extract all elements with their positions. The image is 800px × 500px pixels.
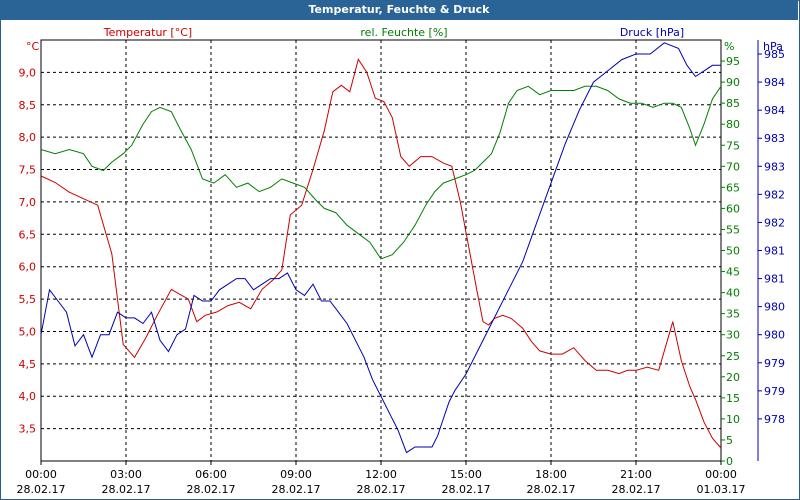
humidity-tick-label: 0: [726, 455, 733, 468]
humidity-tick-label: 25: [726, 350, 740, 363]
x-tick-time: 15:00: [450, 468, 482, 481]
pressure-tick-label: 984: [764, 76, 785, 89]
x-tick-time: 21:00: [620, 468, 652, 481]
humidity-tick-label: 10: [726, 413, 740, 426]
temperature-line: [40, 58, 722, 449]
temperature-tick-label: 5,0: [19, 325, 37, 338]
chart-title: Temperatur, Feuchte & Druck: [0, 0, 798, 20]
pressure-tick-label: 981: [764, 245, 785, 258]
humidity-tick-label: 85: [726, 97, 740, 110]
pressure-tick-label: 980: [764, 301, 785, 314]
pressure-tick-label: 982: [764, 188, 785, 201]
humidity-tick-label: 50: [726, 245, 740, 258]
humidity-axis-label: rel. Feuchte [%]: [360, 26, 447, 39]
x-tick-date: 28.02.17: [357, 483, 406, 496]
x-tick-date: 28.02.17: [527, 483, 576, 496]
humidity-unit: %: [724, 40, 734, 53]
x-tick-time: 03:00: [110, 468, 142, 481]
temperature-tick-label: 5,5: [19, 293, 37, 306]
x-tick-time: 18:00: [535, 468, 567, 481]
x-tick-time: 06:00: [195, 468, 227, 481]
temperature-tick-label: 3,5: [19, 423, 37, 436]
temperature-tick-label: 8,5: [19, 99, 37, 112]
humidity-tick-label: 5: [726, 434, 733, 447]
humidity-tick-label: 60: [726, 202, 740, 215]
humidity-tick-label: 30: [726, 329, 740, 342]
x-tick-date: 28.02.17: [272, 483, 321, 496]
temperature-tick-label: 4,5: [19, 358, 37, 371]
pressure-axis-label: Druck [hPa]: [620, 26, 684, 39]
series-lines: [40, 42, 722, 454]
temperature-tick-label: 6,0: [19, 261, 37, 274]
humidity-tick-label: 70: [726, 160, 740, 173]
humidity-tick-label: 90: [726, 76, 740, 89]
humidity-tick-label: 20: [726, 371, 740, 384]
temperature-tick-label: 7,5: [19, 164, 37, 177]
x-tick-time: 00:00: [25, 468, 57, 481]
humidity-tick-label: 35: [726, 308, 740, 321]
pressure-tick-label: 979: [764, 357, 785, 370]
humidity-tick-label: 95: [726, 55, 740, 68]
temperature-tick-label: 6,5: [19, 228, 37, 241]
pressure-tick-label: 981: [764, 273, 785, 286]
humidity-tick-label: 40: [726, 287, 740, 300]
pressure-tick-label: 983: [764, 160, 785, 173]
temperature-ticks: 9,0 8,5 8,0 7,5 7,0 6,5 6,0 5,5 5,0 4,5 4,0 3,5: [19, 66, 37, 435]
temperature-tick-label: 4,0: [19, 390, 37, 403]
pressure-unit: hPa: [763, 40, 783, 53]
temperature-unit: °C: [26, 40, 40, 53]
humidity-tick-label: 80: [726, 118, 740, 131]
pressure-tick-label: 980: [764, 329, 785, 342]
x-tick-date: 28.02.17: [187, 483, 236, 496]
pressure-tick-label: 985: [764, 48, 785, 61]
x-tick-date: 28.02.17: [102, 483, 151, 496]
pressure-tick-label: 978: [764, 413, 785, 426]
x-tick-time: 12:00: [365, 468, 397, 481]
humidity-tick-label: 15: [726, 392, 740, 405]
x-tick-time: 09:00: [280, 468, 312, 481]
x-tick-time: 00:00: [705, 468, 737, 481]
humidity-tick-label: 75: [726, 139, 740, 152]
humidity-tick-label: 45: [726, 266, 740, 279]
pressure-tick-label: 984: [764, 104, 785, 117]
temperature-tick-label: 8,0: [19, 131, 37, 144]
pressure-line: [40, 42, 721, 454]
x-tick-date: 28.02.17: [612, 483, 661, 496]
humidity-line: [40, 85, 722, 260]
pressure-tick-label: 982: [764, 216, 785, 229]
x-tick-date: 01.03.17: [697, 483, 746, 496]
x-tick-date: 28.02.17: [17, 483, 66, 496]
humidity-tick-label: 55: [726, 223, 740, 236]
temperature-tick-label: 9,0: [19, 66, 37, 79]
humidity-tick-label: 65: [726, 181, 740, 194]
grid: [41, 40, 721, 461]
x-tick-date: 28.02.17: [442, 483, 491, 496]
pressure-ticks: 985 984 984 983 983 982 982 981 981 980 980 979 979 9…: [758, 48, 785, 426]
temperature-axis-label: Temperatur [°C]: [103, 26, 192, 39]
temperature-tick-label: 7,0: [19, 196, 37, 209]
pressure-tick-label: 979: [764, 385, 785, 398]
pressure-tick-label: 983: [764, 132, 785, 145]
x-ticks: 00:00 28.02.17 03:00 28.02.17 06:00 28.02.17 0…: [17, 461, 746, 496]
